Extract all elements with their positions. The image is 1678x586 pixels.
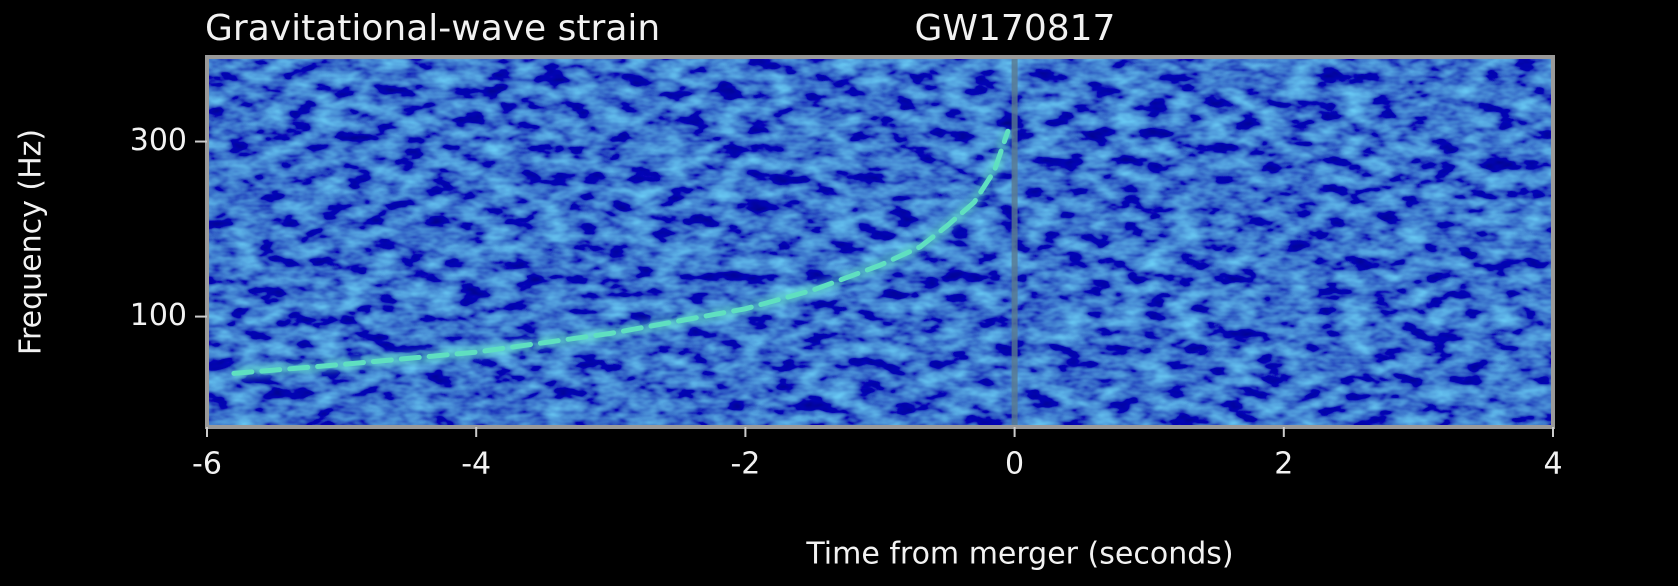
chirp-track bbox=[231, 128, 1011, 376]
chart-title: Gravitational-wave strain bbox=[205, 8, 660, 49]
x-axis-label: Time from merger (seconds) bbox=[805, 537, 1233, 572]
spectrogram-texture bbox=[207, 57, 1553, 427]
y-tick-label: 100 bbox=[130, 298, 187, 333]
x-tick-label: 0 bbox=[1005, 447, 1024, 482]
y-axis-label: Frequency (Hz) bbox=[14, 129, 49, 355]
plot-frame bbox=[205, 55, 1555, 429]
x-tick-label: -6 bbox=[192, 447, 222, 482]
x-tick-label: 4 bbox=[1543, 447, 1562, 482]
y-tick-label: 300 bbox=[130, 123, 187, 158]
x-tick-label: 2 bbox=[1274, 447, 1293, 482]
x-tick-label: -4 bbox=[461, 447, 491, 482]
chart-subtitle: GW170817 bbox=[915, 8, 1116, 49]
x-tick-label: -2 bbox=[730, 447, 760, 482]
